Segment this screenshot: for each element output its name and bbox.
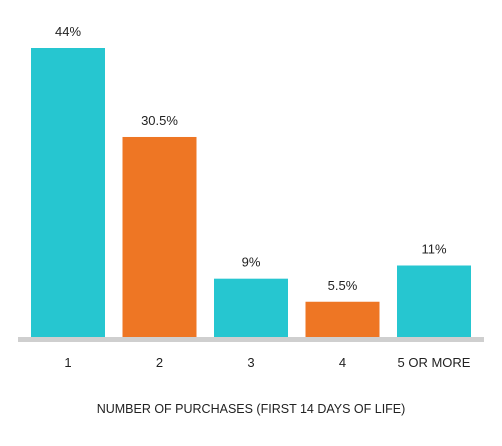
- bar-4: [305, 301, 380, 338]
- x-tick-label-3: 3: [247, 355, 254, 370]
- bar-5: [397, 265, 471, 338]
- x-axis-title: NUMBER OF PURCHASES (FIRST 14 DAYS OF LI…: [97, 402, 406, 416]
- x-tick-label-4: 4: [339, 355, 346, 370]
- value-label-2: 30.5%: [141, 113, 178, 128]
- x-tick-label-1: 1: [64, 355, 71, 370]
- labels-layer: 44% 1 30.5% 2 9% 3 5.5% 4 11% 5 OR MORE: [55, 24, 471, 370]
- bar-1: [31, 48, 105, 338]
- bar-3: [214, 278, 288, 338]
- value-label-5: 11%: [421, 242, 446, 257]
- value-label-1: 44%: [55, 24, 81, 39]
- value-label-3: 9%: [242, 255, 261, 270]
- value-label-4: 5.5%: [328, 278, 358, 293]
- x-tick-label-2: 2: [156, 355, 163, 370]
- bar-2: [122, 136, 197, 338]
- x-tick-label-5: 5 OR MORE: [398, 355, 471, 370]
- bars-layer: [31, 48, 471, 338]
